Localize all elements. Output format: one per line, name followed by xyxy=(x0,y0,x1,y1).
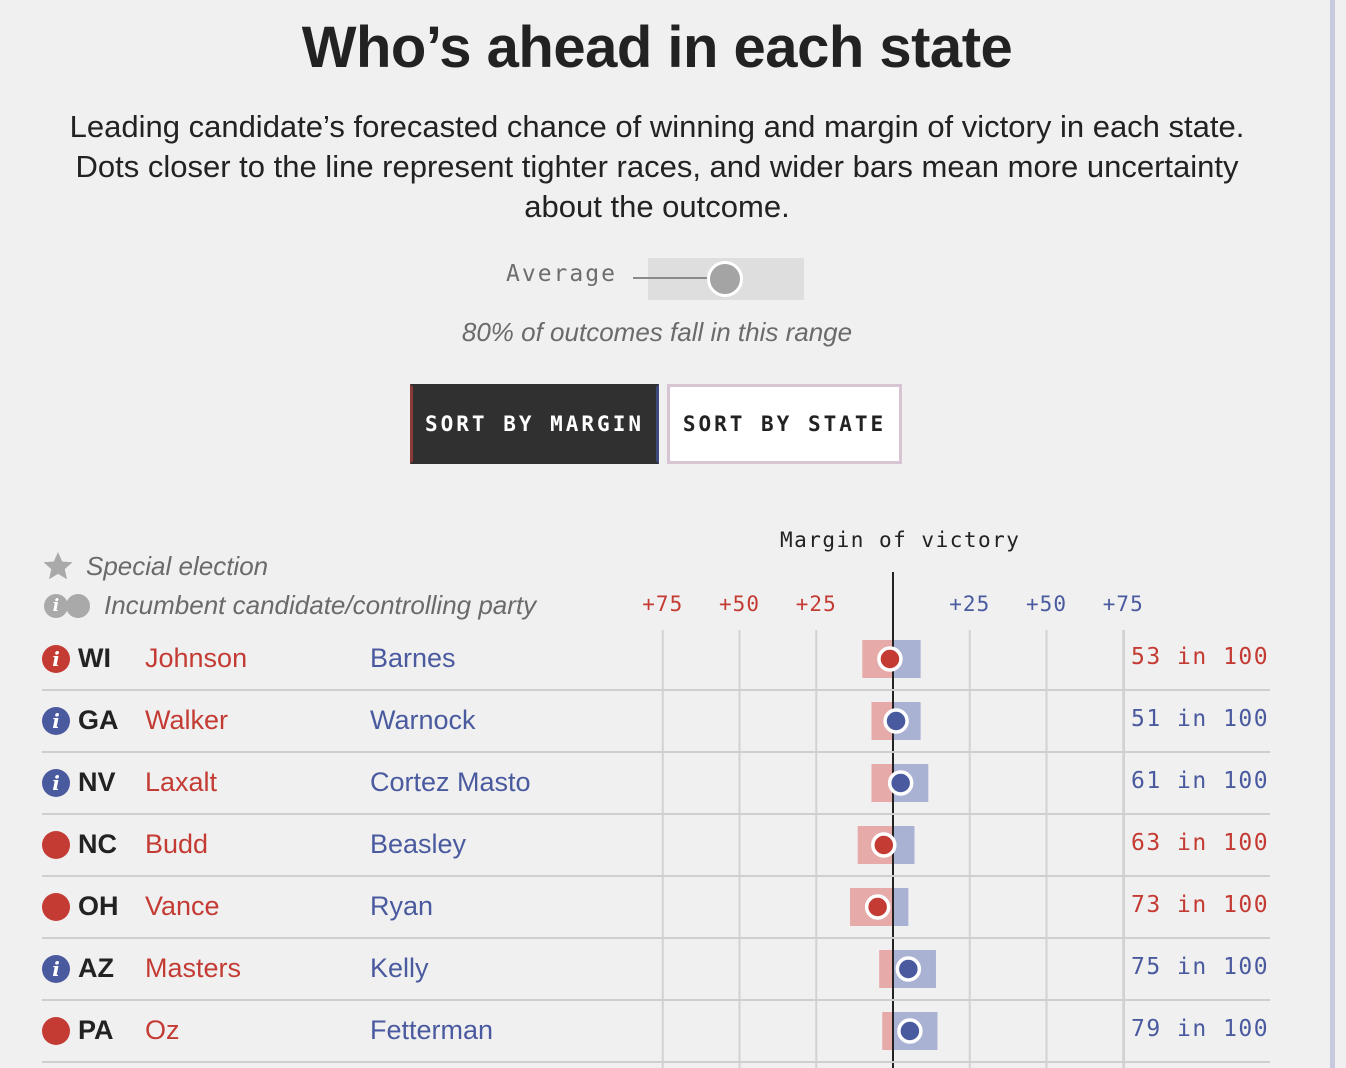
republican-candidate: Walker xyxy=(145,705,229,735)
party-dot-icon xyxy=(42,1017,70,1045)
toggle-connector-line xyxy=(633,277,708,279)
state-code: PA xyxy=(78,1015,114,1045)
legend-incumbent-label: Incumbent candidate/controlling party xyxy=(104,590,537,620)
republican-candidate: Budd xyxy=(145,829,209,859)
margin-dot xyxy=(871,832,897,858)
incumbent-badge-icon: i xyxy=(42,707,70,735)
range-bar-rep xyxy=(862,640,893,678)
legend-special-election: Special election xyxy=(42,550,268,582)
party-dot-icon xyxy=(42,893,70,921)
state-code: NV xyxy=(78,767,116,797)
state-code: GA xyxy=(78,705,119,735)
margin-dot xyxy=(895,956,922,982)
state-code: NC xyxy=(78,829,117,859)
margin-dot xyxy=(864,894,891,920)
toggle-knob[interactable] xyxy=(707,261,743,297)
range-bar-dem xyxy=(893,950,936,988)
incumbent-badge-icon: i xyxy=(42,645,70,673)
tick-label: +50 xyxy=(719,592,760,616)
row-separator xyxy=(42,875,1270,877)
democratic-candidate: Barnes xyxy=(370,643,456,673)
range-bar-dem xyxy=(893,702,921,740)
state-code: WI xyxy=(78,643,111,673)
legend-incumbent: i Incumbent candidate/controlling party xyxy=(42,590,536,621)
range-bar-rep xyxy=(871,702,893,740)
range-bar-rep xyxy=(879,950,893,988)
row-separator xyxy=(42,1061,1270,1063)
margin-dot xyxy=(877,646,903,672)
row-separator xyxy=(42,937,1270,939)
legend-special-label: Special election xyxy=(86,550,269,581)
incumbent-badge-icon: i xyxy=(42,769,70,797)
win-odds: 73 in 100 xyxy=(1131,892,1270,918)
republican-candidate: Laxalt xyxy=(145,767,218,797)
party-dot-icon xyxy=(42,831,70,859)
republican-candidate: Masters xyxy=(145,953,242,983)
page-title: Who’s ahead in each state xyxy=(301,15,1013,80)
republican-candidate: Vance xyxy=(145,891,220,921)
win-odds: 75 in 100 xyxy=(1131,954,1270,980)
democratic-candidate: Warnock xyxy=(370,705,476,735)
range-bar-rep xyxy=(857,826,893,864)
state-code: OH xyxy=(78,891,119,921)
margin-dot xyxy=(887,770,914,796)
win-odds: 79 in 100 xyxy=(1131,1016,1270,1042)
range-bar-rep xyxy=(871,764,893,802)
state-code: AZ xyxy=(78,953,114,983)
row-separator xyxy=(42,813,1270,815)
win-odds: 53 in 100 xyxy=(1131,644,1270,670)
tick-label: +50 xyxy=(1026,592,1067,616)
tick-label: +25 xyxy=(949,592,991,616)
range-bar-dem xyxy=(893,640,921,678)
margin-dot xyxy=(897,1018,923,1044)
range-bar-rep xyxy=(850,888,893,926)
democratic-candidate: Ryan xyxy=(370,891,434,921)
incumbent-marker-glyph: i xyxy=(44,593,68,618)
page-right-border xyxy=(1330,0,1335,1068)
range-bar-dem xyxy=(893,764,929,802)
page-subtitle: Leading candidate’s forecasted chance of… xyxy=(69,109,1245,224)
range-bar-dem xyxy=(893,1012,938,1050)
axis-title: Margin of victory xyxy=(780,528,1021,552)
tick-label: +75 xyxy=(1102,592,1144,616)
row-separator xyxy=(42,689,1270,691)
row-separator xyxy=(42,999,1270,1001)
range-note: 80% of outcomes fall in this range xyxy=(461,317,853,347)
incumbent-badge-icon: i xyxy=(42,955,70,983)
tick-label: +25 xyxy=(795,592,837,616)
win-odds: 51 in 100 xyxy=(1131,706,1270,732)
democratic-candidate: Cortez Masto xyxy=(370,767,531,797)
republican-candidate: Oz xyxy=(145,1015,180,1045)
sort-by-state-button[interactable]: SORT BY STATE xyxy=(667,384,902,464)
toggle-label: Average xyxy=(506,261,617,287)
range-bar-dem xyxy=(893,888,909,926)
republican-candidate: Johnson xyxy=(145,643,248,673)
win-odds: 61 in 100 xyxy=(1131,768,1270,794)
row-separator xyxy=(42,751,1270,753)
democratic-candidate: Kelly xyxy=(370,953,429,983)
tick-label: +75 xyxy=(642,592,684,616)
margin-dot xyxy=(883,708,909,734)
range-bar-dem xyxy=(893,826,915,864)
democratic-candidate: Beasley xyxy=(370,829,467,859)
incumbent-icon: i xyxy=(42,591,92,620)
star-icon xyxy=(43,552,73,580)
win-odds: 63 in 100 xyxy=(1131,830,1270,856)
sort-by-margin-button[interactable]: SORT BY MARGIN xyxy=(410,384,659,464)
democratic-candidate: Fetterman xyxy=(370,1015,494,1045)
range-bar-rep xyxy=(882,1012,893,1050)
